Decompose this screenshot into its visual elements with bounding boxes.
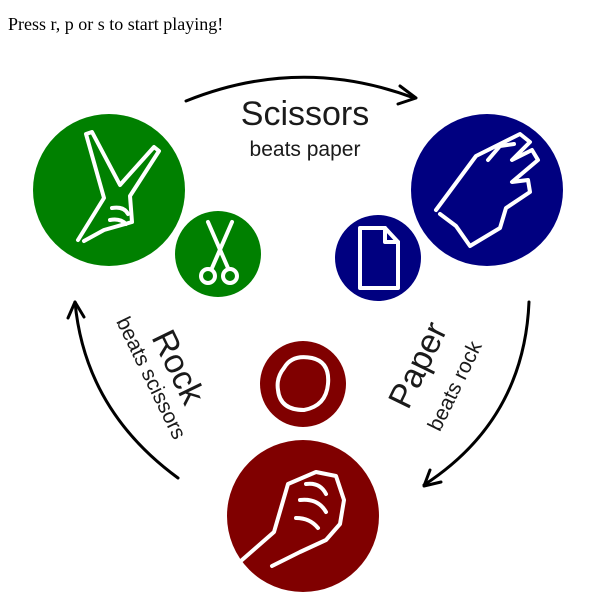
document-icon: [358, 226, 400, 290]
fist-icon: [240, 470, 346, 568]
arrow-paper-to-rock: [422, 300, 531, 488]
rock-symbol-circle: [260, 341, 346, 427]
instruction-text: Press r, p or s to start playing!: [8, 14, 224, 34]
scissors-hand-circle: [33, 114, 185, 266]
arrow-rock-to-scissors: [66, 300, 180, 480]
rock-hand-circle: [227, 440, 379, 592]
paper-choice[interactable]: Paper beats rock: [335, 114, 563, 435]
scissors-title: Scissors: [241, 95, 369, 133]
open-hand-icon: [434, 132, 540, 248]
stone-icon: [275, 355, 331, 412]
scissors-subtitle: beats paper: [250, 138, 361, 161]
scissors-icon: [199, 220, 239, 285]
paper-hand-circle: [411, 114, 563, 266]
arrow-scissors-to-paper: [184, 75, 418, 106]
rock-choice[interactable]: Rock beats scissors: [111, 313, 379, 592]
scissors-choice[interactable]: Scissors beats paper: [33, 95, 369, 297]
victory-hand-icon: [76, 130, 161, 243]
